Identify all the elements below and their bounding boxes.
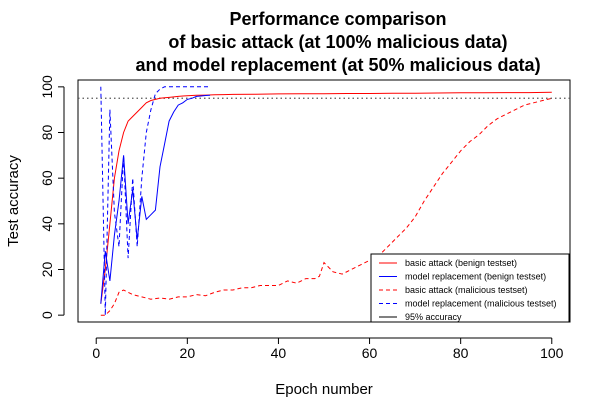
title-line-1: Performance comparison	[229, 9, 446, 29]
y-tick-label: 40	[39, 216, 55, 232]
x-tick-label: 80	[453, 345, 469, 361]
x-tick-label: 60	[362, 345, 378, 361]
x-tick-label: 100	[540, 345, 564, 361]
x-tick-label: 0	[92, 345, 100, 361]
title-line-2: of basic attack (at 100% malicious data)	[168, 32, 507, 52]
series-line-1	[100, 91, 552, 304]
legend: basic attack (benign testset) model repla…	[370, 253, 570, 323]
x-tick-label: 20	[180, 345, 196, 361]
y-tick-label: 0	[39, 311, 55, 319]
series-line-4	[100, 86, 211, 316]
x-tick-label: 40	[271, 345, 287, 361]
y-axis-label: Test accuracy	[5, 155, 22, 247]
legend-label: 95% accuracy	[405, 312, 462, 322]
series-layer	[100, 86, 552, 316]
legend-label: basic attack (malicious testset)	[405, 285, 528, 295]
series-line-2	[100, 94, 211, 304]
y-tick-label: 80	[39, 125, 55, 141]
legend-label: basic attack (benign testset)	[405, 258, 517, 268]
title-line-3: and model replacement (at 50% malicious …	[135, 55, 540, 75]
y-tick-label: 20	[39, 261, 55, 277]
legend-box	[370, 253, 570, 323]
series-line-3	[100, 97, 552, 316]
y-axis: 0 20 40 60 80 100	[39, 75, 65, 319]
x-axis-label: Epoch number	[275, 381, 373, 398]
legend-label: model replacement (benign testset)	[405, 272, 546, 282]
y-tick-label: 60	[39, 170, 55, 186]
plot-frame	[77, 79, 571, 323]
legend-label: model replacement (malicious testset)	[405, 299, 557, 309]
x-axis: 0 20 40 60 80 100	[92, 337, 564, 361]
y-tick-label: 100	[39, 75, 55, 99]
chart-title: Performance comparison of basic attack (…	[135, 9, 540, 75]
